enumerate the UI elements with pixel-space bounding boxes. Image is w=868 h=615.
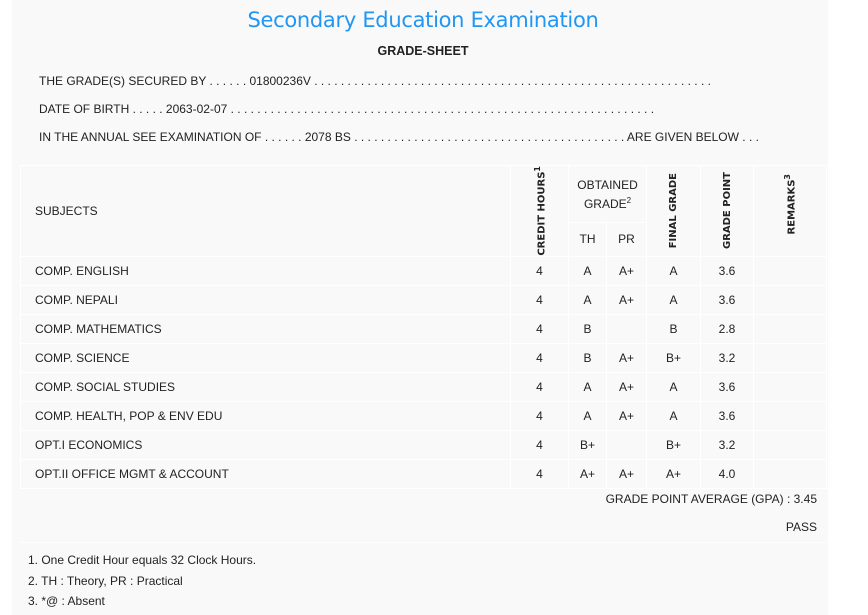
cell-pr: [605, 429, 648, 460]
cell-final: B: [646, 313, 702, 344]
cell-credit: 4: [510, 429, 569, 460]
cell-th: A: [568, 255, 607, 286]
table-row: COMP. NEPALI 4 A A+ A 3.6: [20, 284, 828, 315]
table-row: OPT.I ECONOMICS 4 B+ B+ 3.2: [20, 429, 828, 460]
cell-remarks: [753, 429, 828, 460]
table-row: COMP. SCIENCE 4 B A+ B+ 3.2: [20, 342, 828, 373]
cell-remarks: [753, 255, 828, 286]
cell-th: A: [568, 371, 607, 402]
header-obtained-grade: OBTAINED GRADE2: [567, 164, 648, 224]
cell-remarks: [753, 284, 828, 315]
result-status: PASS: [785, 520, 817, 534]
cell-final: A: [646, 255, 702, 286]
cell-credit: 4: [510, 371, 569, 402]
cell-credit: 4: [510, 284, 569, 315]
cell-th: B: [568, 342, 607, 373]
cell-final: A: [646, 400, 702, 431]
cell-subject: COMP. HEALTH, POP & ENV EDU: [20, 400, 511, 431]
cell-gp: 4.0: [700, 458, 755, 489]
cell-th: A: [568, 284, 607, 315]
cell-gp: 2.8: [700, 313, 755, 344]
cell-gp: 3.2: [700, 342, 755, 373]
secured-by-line: THE GRADE(S) SECURED BY . . . . . . 0180…: [39, 74, 711, 88]
cell-credit: 4: [510, 255, 569, 286]
cell-pr: A+: [605, 342, 648, 373]
table-row: COMP. HEALTH, POP & ENV EDU 4 A A+ A 3.6: [20, 400, 828, 431]
cell-gp: 3.6: [700, 400, 755, 431]
note-absent: 3. *@ : Absent: [28, 594, 105, 608]
cell-gp: 3.6: [700, 371, 755, 402]
table-row: COMP. MATHEMATICS 4 B B 2.8: [20, 313, 828, 344]
cell-pr: [605, 313, 648, 344]
cell-subject: OPT.I ECONOMICS: [20, 429, 511, 460]
cell-pr: A+: [605, 400, 648, 431]
cell-final: A: [646, 371, 702, 402]
cell-final: B+: [646, 342, 702, 373]
cell-pr: A+: [605, 458, 648, 489]
table-row: OPT.II OFFICE MGMT & ACCOUNT 4 A+ A+ A+ 4.0: [20, 458, 828, 489]
cell-gp: 3.6: [700, 284, 755, 315]
grades-table: SUBJECTS CREDIT HOURS1 OBTAINED GRADE2 F…: [20, 164, 828, 489]
header-th: TH: [568, 222, 607, 257]
cell-th: B+: [568, 429, 607, 460]
cell-remarks: [753, 313, 828, 344]
note-credit-hour: 1. One Credit Hour equals 32 Clock Hours…: [28, 553, 257, 567]
cell-final: B+: [646, 429, 702, 460]
header-remarks: REMARKS3: [753, 165, 828, 257]
cell-remarks: [753, 458, 828, 489]
header-subjects: SUBJECTS: [20, 165, 511, 257]
divider: [20, 542, 826, 543]
gpa-value: GRADE POINT AVERAGE (GPA) : 3.45: [605, 492, 817, 506]
cell-subject: COMP. MATHEMATICS: [20, 313, 511, 344]
cell-remarks: [753, 371, 828, 402]
header-pr: PR: [605, 222, 648, 257]
cell-final: A: [646, 284, 702, 315]
dob-line: DATE OF BIRTH . . . . . 2063-02-07 . . .…: [39, 102, 655, 116]
cell-subject: COMP. ENGLISH: [20, 255, 511, 286]
table-row: COMP. ENGLISH 4 A A+ A 3.6: [20, 255, 828, 286]
table-row: COMP. SOCIAL STUDIES 4 A A+ A 3.6: [20, 371, 828, 402]
cell-credit: 4: [510, 313, 569, 344]
cell-subject: COMP. SOCIAL STUDIES: [20, 371, 511, 402]
cell-pr: A+: [605, 371, 648, 402]
exam-line: IN THE ANNUAL SEE EXAMINATION OF . . . .…: [39, 130, 759, 144]
cell-remarks: [753, 400, 828, 431]
cell-subject: COMP. NEPALI: [20, 284, 511, 315]
cell-credit: 4: [510, 400, 569, 431]
note-th-pr: 2. TH : Theory, PR : Practical: [28, 574, 183, 588]
cell-th: A: [568, 400, 607, 431]
cell-remarks: [753, 342, 828, 373]
header-grade-point: GRADE POINT: [700, 165, 755, 257]
cell-final: A+: [646, 458, 702, 489]
cell-credit: 4: [510, 458, 569, 489]
header-final-grade: FINAL GRADE: [646, 165, 702, 257]
cell-subject: COMP. SCIENCE: [20, 342, 511, 373]
header-credit-hours: CREDIT HOURS1: [510, 165, 569, 257]
page-title: Secondary Education Examination: [247, 8, 599, 32]
cell-gp: 3.6: [700, 255, 755, 286]
cell-subject: OPT.II OFFICE MGMT & ACCOUNT: [20, 458, 511, 489]
cell-th: B: [568, 313, 607, 344]
cell-credit: 4: [510, 342, 569, 373]
cell-pr: A+: [605, 284, 648, 315]
cell-pr: A+: [605, 255, 648, 286]
grade-sheet-heading: GRADE-SHEET: [377, 44, 469, 58]
cell-gp: 3.2: [700, 429, 755, 460]
cell-th: A+: [568, 458, 607, 489]
